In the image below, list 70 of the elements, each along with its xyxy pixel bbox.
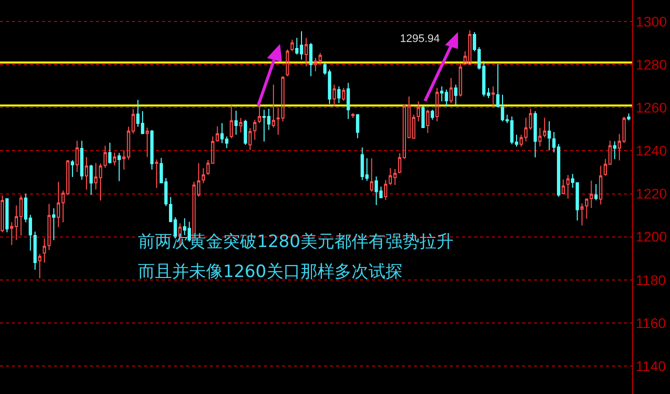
y-tick-label: 1200 xyxy=(636,228,668,245)
candlestick xyxy=(351,112,355,118)
y-tick-label: 1160 xyxy=(636,314,666,331)
candlestick xyxy=(70,160,74,178)
candlestick xyxy=(548,120,551,151)
candlestick xyxy=(90,164,93,196)
annotation: 而且并未像1260关口那样多次试探 xyxy=(138,262,402,282)
candlestick xyxy=(80,140,84,180)
candlestick xyxy=(534,110,537,158)
candlestick xyxy=(286,49,290,77)
candlestick xyxy=(538,127,542,147)
candlestick xyxy=(304,37,308,67)
candlestick xyxy=(370,158,374,192)
candlestick xyxy=(42,238,46,263)
candlestick xyxy=(272,84,276,128)
candlestick xyxy=(112,152,116,166)
candlestick xyxy=(449,77,453,104)
candlestick xyxy=(146,127,149,158)
candlestick xyxy=(154,159,158,188)
candlestick xyxy=(599,165,602,206)
candlestick xyxy=(38,254,42,279)
candlestick xyxy=(416,100,420,122)
candlestick xyxy=(332,84,336,107)
candlestick xyxy=(0,194,4,233)
candlestick xyxy=(75,140,79,173)
candlestick xyxy=(309,42,312,77)
candlestick xyxy=(244,119,248,146)
candlestick xyxy=(496,63,500,108)
candlestick xyxy=(84,156,88,190)
candlestick xyxy=(150,130,154,170)
candlestick xyxy=(234,110,238,136)
y-tick-label: 1180 xyxy=(636,272,666,288)
candlestick xyxy=(594,184,598,201)
candlestick xyxy=(5,198,9,233)
candlestick xyxy=(108,142,112,164)
candlestick xyxy=(52,208,56,241)
candlestick xyxy=(118,152,121,182)
candlestick xyxy=(627,112,630,121)
candlestick xyxy=(566,174,570,200)
annotation: 1295.94 xyxy=(400,33,440,45)
y-tick-label: 1300 xyxy=(636,13,668,30)
candlestick xyxy=(542,117,546,138)
candlestick xyxy=(430,109,434,120)
candlestick xyxy=(426,109,430,134)
candlestick xyxy=(253,119,256,140)
candlestick xyxy=(290,39,294,52)
candlestick xyxy=(454,84,458,106)
candlestick xyxy=(239,117,242,133)
y-tick-label: 1220 xyxy=(636,186,668,202)
candlestick xyxy=(384,179,388,201)
candlestick xyxy=(258,104,262,124)
candlestick xyxy=(613,140,616,160)
candlestick xyxy=(346,82,350,120)
y-tick-label: 1240 xyxy=(636,142,668,159)
candlestick xyxy=(356,114,360,139)
candlestick xyxy=(47,203,51,250)
candlestick xyxy=(248,128,252,150)
candlestick xyxy=(580,202,584,226)
candlestick xyxy=(435,88,439,122)
candlestick xyxy=(562,178,565,195)
candlestick xyxy=(337,86,341,104)
candlestick xyxy=(421,106,425,129)
candlestick xyxy=(458,62,462,97)
y-tick-label: 1260 xyxy=(636,100,668,116)
candlestick xyxy=(202,168,205,184)
candlestick xyxy=(230,104,234,139)
y-tick-label: 1280 xyxy=(636,56,668,72)
candlestick xyxy=(492,86,495,108)
y-tick-label: 1140 xyxy=(636,358,666,374)
candlestick xyxy=(342,88,346,102)
